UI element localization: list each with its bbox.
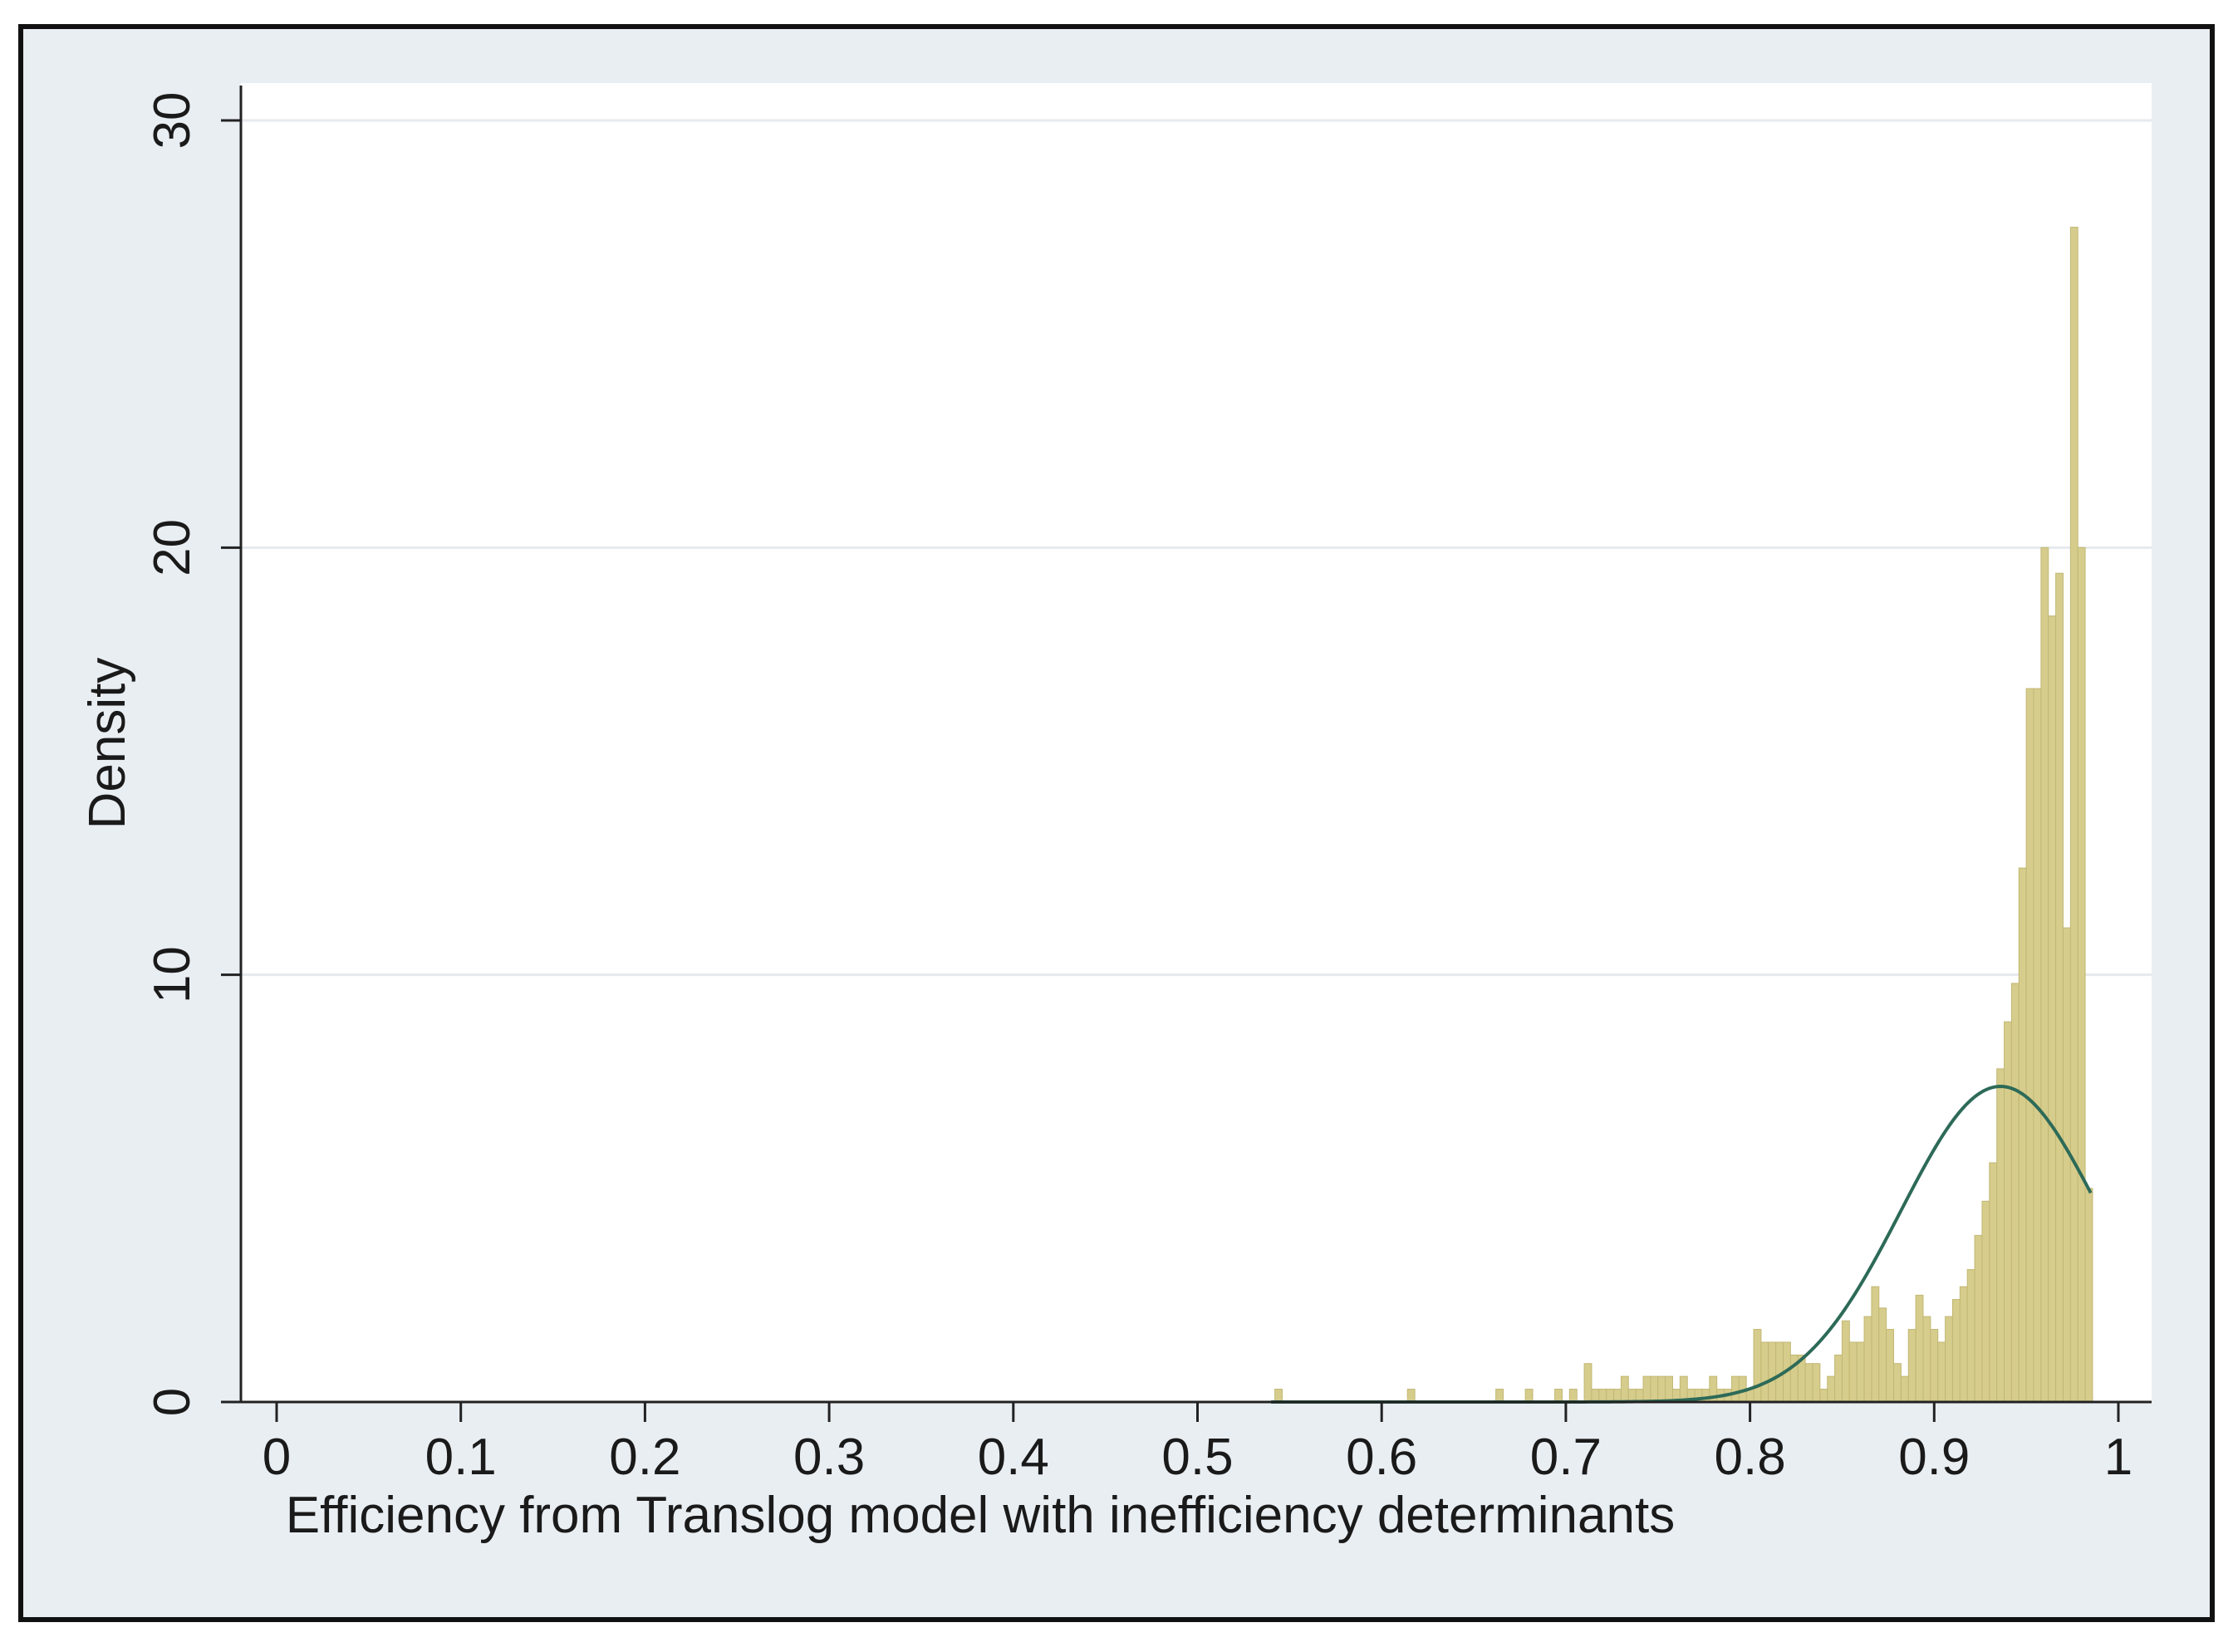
histogram-bar xyxy=(1274,1389,1283,1403)
histogram-bar xyxy=(1893,1363,1902,1403)
histogram-bar xyxy=(1959,1286,1968,1403)
histogram-bar xyxy=(1679,1375,1688,1403)
histogram-bar xyxy=(1996,1068,2005,1403)
histogram-bar xyxy=(1907,1329,1916,1403)
histogram-bar xyxy=(1848,1341,1858,1403)
histogram-bar xyxy=(2062,927,2071,1403)
histogram-bar xyxy=(1966,1269,1975,1403)
histogram-bar xyxy=(2048,615,2057,1403)
histogram-bar xyxy=(1981,1200,1990,1403)
gridlines xyxy=(241,119,2152,977)
histogram-bar xyxy=(1730,1375,1740,1403)
x-tick-label: 0.4 xyxy=(978,1429,1049,1486)
histogram-bar xyxy=(1406,1389,1416,1403)
y-tick-label: 0 xyxy=(144,1388,201,1416)
histogram-bar xyxy=(2055,572,2064,1403)
histogram-bar xyxy=(1827,1375,1836,1403)
y-tick-label: 20 xyxy=(144,519,201,576)
histogram-bar xyxy=(1856,1341,1865,1403)
histogram-bar xyxy=(1568,1389,1578,1403)
histogram-bar xyxy=(2077,547,2086,1403)
histogram-bar xyxy=(2040,547,2049,1403)
histogram-bar xyxy=(1657,1375,1666,1403)
x-tick-label: 0 xyxy=(263,1429,291,1486)
histogram-bar xyxy=(1900,1375,1909,1403)
histogram-bar xyxy=(1701,1389,1710,1403)
histogram-bar xyxy=(2004,1021,2012,1403)
histogram-bar xyxy=(1930,1329,1939,1403)
histogram-bar xyxy=(1524,1389,1534,1403)
histogram-bar xyxy=(1922,1316,1931,1403)
histogram-bar xyxy=(1613,1389,1622,1403)
histogram-bar xyxy=(1753,1329,1762,1403)
histogram-bar xyxy=(1768,1341,1777,1403)
x-tick-label: 0.6 xyxy=(1346,1429,1417,1486)
x-tick-label: 0.5 xyxy=(1161,1429,1233,1486)
histogram-bar xyxy=(2033,688,2042,1403)
y-axis-ticks: 0 10 20 30 xyxy=(144,92,241,1416)
histogram-bar xyxy=(1945,1316,1953,1403)
histogram-bar xyxy=(1760,1341,1769,1403)
histogram-bars xyxy=(1274,227,2093,1403)
histogram-bar xyxy=(1591,1389,1600,1403)
histogram-bar xyxy=(1841,1320,1850,1403)
histogram-bar xyxy=(1863,1316,1872,1403)
histogram-bar xyxy=(1495,1389,1504,1403)
x-axis-title: Efficiency from Translog model with inef… xyxy=(286,1487,1675,1544)
histogram-bar xyxy=(1620,1375,1629,1403)
histogram-bar xyxy=(1915,1294,1924,1403)
histogram-bar xyxy=(1812,1363,1821,1403)
histogram-bar xyxy=(1886,1329,1895,1403)
histogram-bar xyxy=(2010,983,2020,1403)
histogram-bar xyxy=(1937,1341,1946,1403)
histogram-bar xyxy=(1598,1389,1607,1403)
x-tick-label: 0.8 xyxy=(1714,1429,1785,1486)
x-tick-label: 0.7 xyxy=(1530,1429,1602,1486)
x-axis-ticks: 0 0.1 0.2 0.3 0.4 0.5 0.6 0.7 0.8 0.9 1 xyxy=(263,1402,2132,1486)
histogram-bar xyxy=(1871,1286,1880,1403)
y-tick-label: 10 xyxy=(144,946,201,1003)
histogram-bar xyxy=(1804,1363,1813,1403)
histogram-bar xyxy=(2084,1188,2093,1403)
x-tick-label: 1 xyxy=(2104,1429,2132,1486)
histogram-bar xyxy=(1989,1162,1998,1403)
histogram-bar xyxy=(2025,688,2034,1403)
histogram-bar xyxy=(1951,1299,1961,1403)
histogram-bar xyxy=(1878,1307,1887,1403)
histogram-bar xyxy=(2018,867,2027,1403)
x-tick-label: 0.1 xyxy=(425,1429,497,1486)
histogram-bar xyxy=(1819,1389,1828,1403)
histogram-bar xyxy=(1834,1354,1843,1403)
plot-area xyxy=(241,83,2152,1402)
x-tick-label: 0.9 xyxy=(1898,1429,1970,1486)
histogram-bar xyxy=(2069,227,2078,1403)
x-tick-label: 0.3 xyxy=(793,1429,865,1486)
histogram-bar xyxy=(1583,1363,1593,1403)
histogram-bar xyxy=(1554,1389,1563,1403)
histogram-bar xyxy=(1974,1234,1983,1403)
y-axis-title: Density xyxy=(79,658,136,830)
y-tick-label: 30 xyxy=(144,92,201,150)
histogram-bar xyxy=(1650,1375,1659,1403)
histogram-bar xyxy=(1606,1389,1615,1403)
x-tick-label: 0.2 xyxy=(609,1429,680,1486)
histogram-bar xyxy=(1665,1375,1673,1403)
histogram-bar xyxy=(1642,1375,1651,1403)
